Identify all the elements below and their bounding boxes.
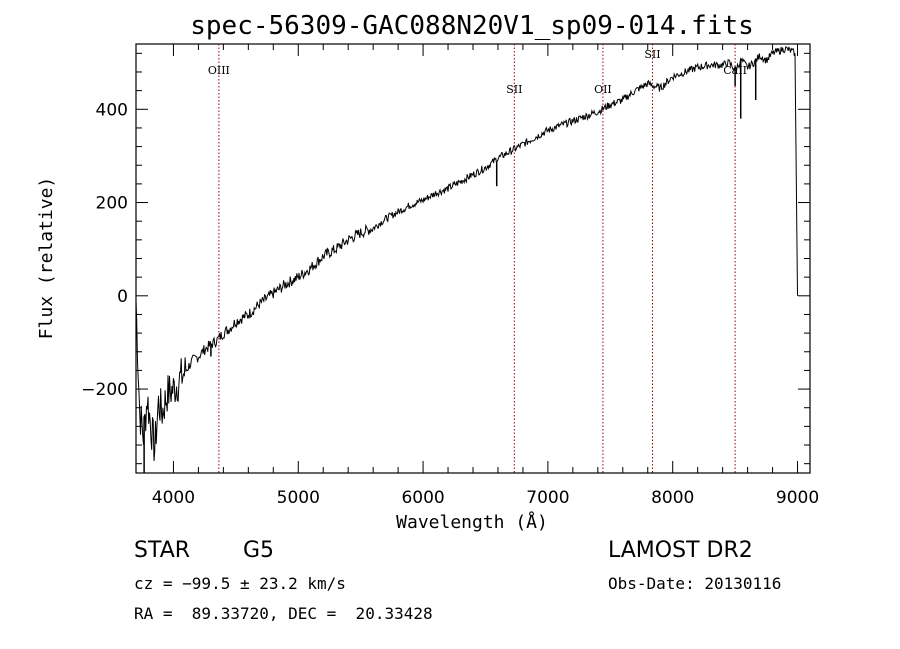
spectrum-series xyxy=(135,45,798,473)
spectrum-line xyxy=(135,45,798,461)
emission-line-label: OIII xyxy=(208,64,230,77)
axes: 4000 5000 6000 7000 8000 9000 −200 0 200 400 xyxy=(81,44,819,508)
y-axis-label: Flux (relative) xyxy=(36,177,57,340)
survey-name: LAMOST DR2 xyxy=(608,538,753,563)
y-tick-label: −200 xyxy=(81,380,128,400)
plot-frame xyxy=(135,43,811,474)
emission-line-label: OII xyxy=(594,83,612,96)
star-class: STAR xyxy=(134,538,191,563)
x-tick-label: 7000 xyxy=(526,488,569,508)
y-tick-label: 200 xyxy=(96,194,128,214)
emission-line-label: SII xyxy=(644,48,660,61)
x-axis-label: Wavelength (Å) xyxy=(396,511,548,533)
x-tick-label: 6000 xyxy=(401,488,444,508)
x-tick-label: 9000 xyxy=(776,488,819,508)
obs-date: Obs-Date: 20130116 xyxy=(608,574,782,593)
coordinates: RA = 89.33720, DEC = 20.33428 xyxy=(134,604,433,623)
star-subclass: G5 xyxy=(243,538,275,563)
x-tick-label: 5000 xyxy=(277,488,320,508)
y-tick-label: 0 xyxy=(117,287,128,307)
x-tick-label: 8000 xyxy=(651,488,694,508)
redshift-cz: cz = −99.5 ± 23.2 km/s xyxy=(134,574,346,593)
emission-line-label: SII xyxy=(506,83,522,96)
chart-title: spec-56309-GAC088N20V1_sp09-014.fits xyxy=(190,11,754,41)
y-tick-label: 400 xyxy=(96,100,128,120)
x-tick-label: 4000 xyxy=(152,488,195,508)
